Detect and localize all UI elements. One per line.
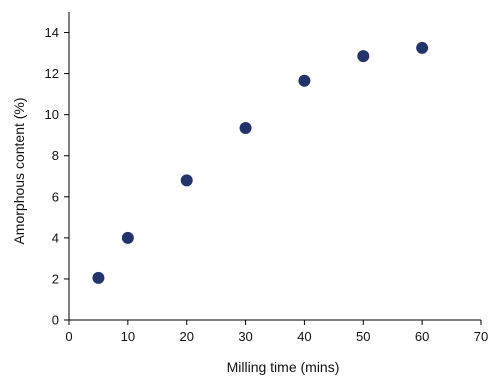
data-point xyxy=(121,231,134,244)
data-point xyxy=(92,271,105,284)
x-tick-label: 30 xyxy=(238,329,252,344)
y-tick-label: 12 xyxy=(45,66,59,81)
x-tick-label: 10 xyxy=(121,329,135,344)
y-axis-ticks: 0 2 4 6 8 10 12 14 xyxy=(45,25,69,328)
y-tick-label: 0 xyxy=(52,313,59,328)
plot-frame xyxy=(68,12,481,321)
y-tick-label: 6 xyxy=(52,189,59,204)
data-point xyxy=(239,122,252,135)
x-axis-ticks: 0 10 20 30 40 50 60 70 xyxy=(65,320,488,344)
x-tick-label: 60 xyxy=(415,329,429,344)
x-tick-label: 40 xyxy=(297,329,311,344)
y-tick-label: 2 xyxy=(52,271,59,286)
y-axis-title: Amorphous content (%) xyxy=(11,97,27,244)
data-point xyxy=(180,174,193,187)
data-point xyxy=(298,74,311,87)
x-tick-label: 20 xyxy=(179,329,193,344)
y-tick-label: 8 xyxy=(52,148,59,163)
data-point xyxy=(357,50,370,63)
x-tick-label: 70 xyxy=(474,329,488,344)
data-points xyxy=(92,41,429,284)
x-tick-label: 0 xyxy=(65,329,72,344)
y-tick-label: 4 xyxy=(52,230,59,245)
y-tick-label: 14 xyxy=(45,25,59,40)
y-tick-label: 10 xyxy=(45,107,59,122)
x-axis-title: Milling time (mins) xyxy=(227,359,340,375)
data-point xyxy=(416,41,429,54)
x-tick-label: 50 xyxy=(356,329,370,344)
